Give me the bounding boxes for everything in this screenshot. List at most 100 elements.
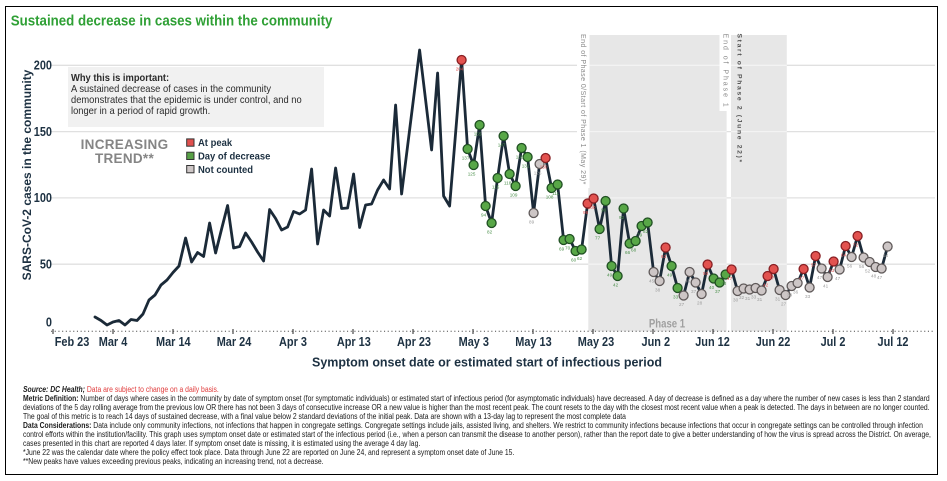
svg-text:30: 30 — [733, 298, 739, 303]
svg-text:May 23: May 23 — [578, 334, 615, 349]
svg-text:Mar 4: Mar 4 — [99, 334, 128, 349]
svg-text:47: 47 — [727, 276, 733, 281]
svg-text:SARS-CoV-2 cases in the commun: SARS-CoV-2 cases in the community — [20, 69, 34, 280]
svg-text:57: 57 — [811, 263, 817, 268]
svg-text:45: 45 — [649, 279, 655, 284]
svg-text:47: 47 — [769, 276, 775, 281]
svg-text:100: 100 — [588, 205, 596, 210]
svg-text:Jun 22: Jun 22 — [756, 334, 791, 349]
svg-text:147: 147 — [498, 143, 506, 148]
svg-text:138: 138 — [516, 155, 524, 160]
svg-text:82: 82 — [643, 229, 649, 234]
svg-text:64: 64 — [841, 253, 847, 258]
svg-text:Sustained decrease in cases wi: Sustained decrease in cases within the c… — [11, 13, 333, 30]
svg-text:34: 34 — [787, 293, 793, 298]
svg-text:47: 47 — [817, 275, 823, 280]
svg-text:200: 200 — [34, 58, 53, 73]
svg-text:End of Phase 0/Start of Phase: End of Phase 0/Start of Phase 1 (May 29)… — [579, 34, 586, 185]
svg-text:64: 64 — [883, 253, 889, 258]
svg-text:69: 69 — [559, 247, 565, 252]
svg-text:100: 100 — [34, 190, 53, 205]
svg-text:131: 131 — [522, 164, 530, 169]
svg-text:31: 31 — [775, 297, 781, 302]
svg-text:Start of Phase 2 (June 22)*: Start of Phase 2 (June 22)* — [736, 34, 743, 164]
svg-text:70: 70 — [565, 246, 571, 251]
svg-text:77: 77 — [595, 236, 601, 241]
svg-text:50: 50 — [703, 271, 709, 276]
svg-text:130: 130 — [540, 165, 548, 170]
svg-text:82: 82 — [487, 230, 493, 235]
svg-text:137: 137 — [462, 156, 470, 161]
svg-text:60: 60 — [571, 258, 577, 263]
svg-text:Jun 2: Jun 2 — [642, 334, 671, 349]
svg-text:May 13: May 13 — [515, 334, 552, 349]
svg-text:41: 41 — [823, 284, 829, 289]
svg-text:33: 33 — [805, 294, 811, 299]
svg-text:63: 63 — [661, 254, 667, 259]
svg-text:56: 56 — [847, 264, 853, 269]
svg-text:Not counted: Not counted — [198, 164, 253, 176]
svg-text:204: 204 — [456, 67, 464, 72]
svg-text:42: 42 — [763, 283, 769, 288]
svg-text:43: 43 — [721, 281, 727, 286]
svg-text:Day of decrease: Day of decrease — [198, 151, 271, 163]
svg-text:Jul 2: Jul 2 — [821, 334, 846, 349]
svg-text:Feb 23: Feb 23 — [55, 334, 90, 349]
svg-text:50: 50 — [40, 257, 52, 272]
svg-text:98: 98 — [601, 208, 607, 213]
svg-text:Apr 13: Apr 13 — [337, 334, 371, 349]
svg-text:49: 49 — [667, 273, 673, 278]
svg-text:52: 52 — [865, 269, 871, 274]
svg-text:Apr 3: Apr 3 — [279, 334, 307, 349]
svg-text:53: 53 — [829, 268, 835, 273]
svg-text:125: 125 — [468, 172, 476, 177]
svg-text:45: 45 — [685, 279, 691, 284]
svg-text:94: 94 — [481, 213, 487, 218]
svg-text:Symptom onset date or estimate: Symptom onset date or estimated start of… — [312, 354, 662, 369]
svg-text:56: 56 — [859, 264, 865, 269]
svg-text:31: 31 — [757, 297, 763, 302]
svg-text:33: 33 — [673, 295, 679, 300]
svg-text:27: 27 — [679, 302, 685, 307]
svg-text:47: 47 — [835, 276, 841, 281]
svg-text:72: 72 — [853, 243, 859, 248]
svg-text:47: 47 — [799, 276, 805, 281]
svg-text:42: 42 — [613, 283, 619, 288]
svg-text:109: 109 — [510, 193, 518, 198]
svg-text:89: 89 — [529, 220, 535, 225]
svg-text:115: 115 — [492, 185, 500, 190]
svg-text:36: 36 — [793, 290, 799, 295]
svg-text:28: 28 — [697, 301, 703, 306]
svg-text:32: 32 — [739, 295, 745, 300]
svg-text:66: 66 — [625, 250, 631, 255]
svg-text:62: 62 — [577, 256, 583, 261]
svg-text:68: 68 — [631, 248, 637, 253]
svg-text:27: 27 — [781, 302, 787, 307]
svg-text:37: 37 — [691, 289, 697, 294]
svg-text:79: 79 — [637, 233, 643, 238]
svg-text:Mar 24: Mar 24 — [217, 334, 252, 349]
svg-text:May 3: May 3 — [459, 334, 490, 349]
svg-text:111: 111 — [552, 191, 559, 196]
svg-text:108: 108 — [546, 195, 554, 200]
svg-text:49: 49 — [607, 273, 613, 278]
svg-text:118: 118 — [504, 181, 512, 186]
svg-text:126: 126 — [534, 171, 542, 176]
svg-text:0: 0 — [46, 315, 52, 330]
svg-text:Jun 12: Jun 12 — [695, 334, 730, 349]
svg-text:At peak: At peak — [198, 138, 232, 150]
svg-text:Phase 1: Phase 1 — [649, 318, 685, 331]
svg-text:150: 150 — [34, 124, 53, 139]
svg-text:Mar 14: Mar 14 — [156, 334, 191, 349]
svg-text:38: 38 — [655, 288, 661, 293]
svg-text:Apr 23: Apr 23 — [397, 334, 431, 349]
svg-text:End of Phase 1: End of Phase 1 — [722, 34, 729, 109]
svg-text:33: 33 — [751, 295, 757, 300]
svg-text:40: 40 — [709, 285, 715, 290]
svg-text:96: 96 — [583, 210, 589, 215]
svg-text:92: 92 — [619, 215, 625, 220]
svg-text:155: 155 — [474, 132, 482, 137]
svg-text:31: 31 — [745, 296, 751, 301]
svg-text:47: 47 — [877, 275, 883, 280]
svg-text:48: 48 — [871, 274, 877, 279]
